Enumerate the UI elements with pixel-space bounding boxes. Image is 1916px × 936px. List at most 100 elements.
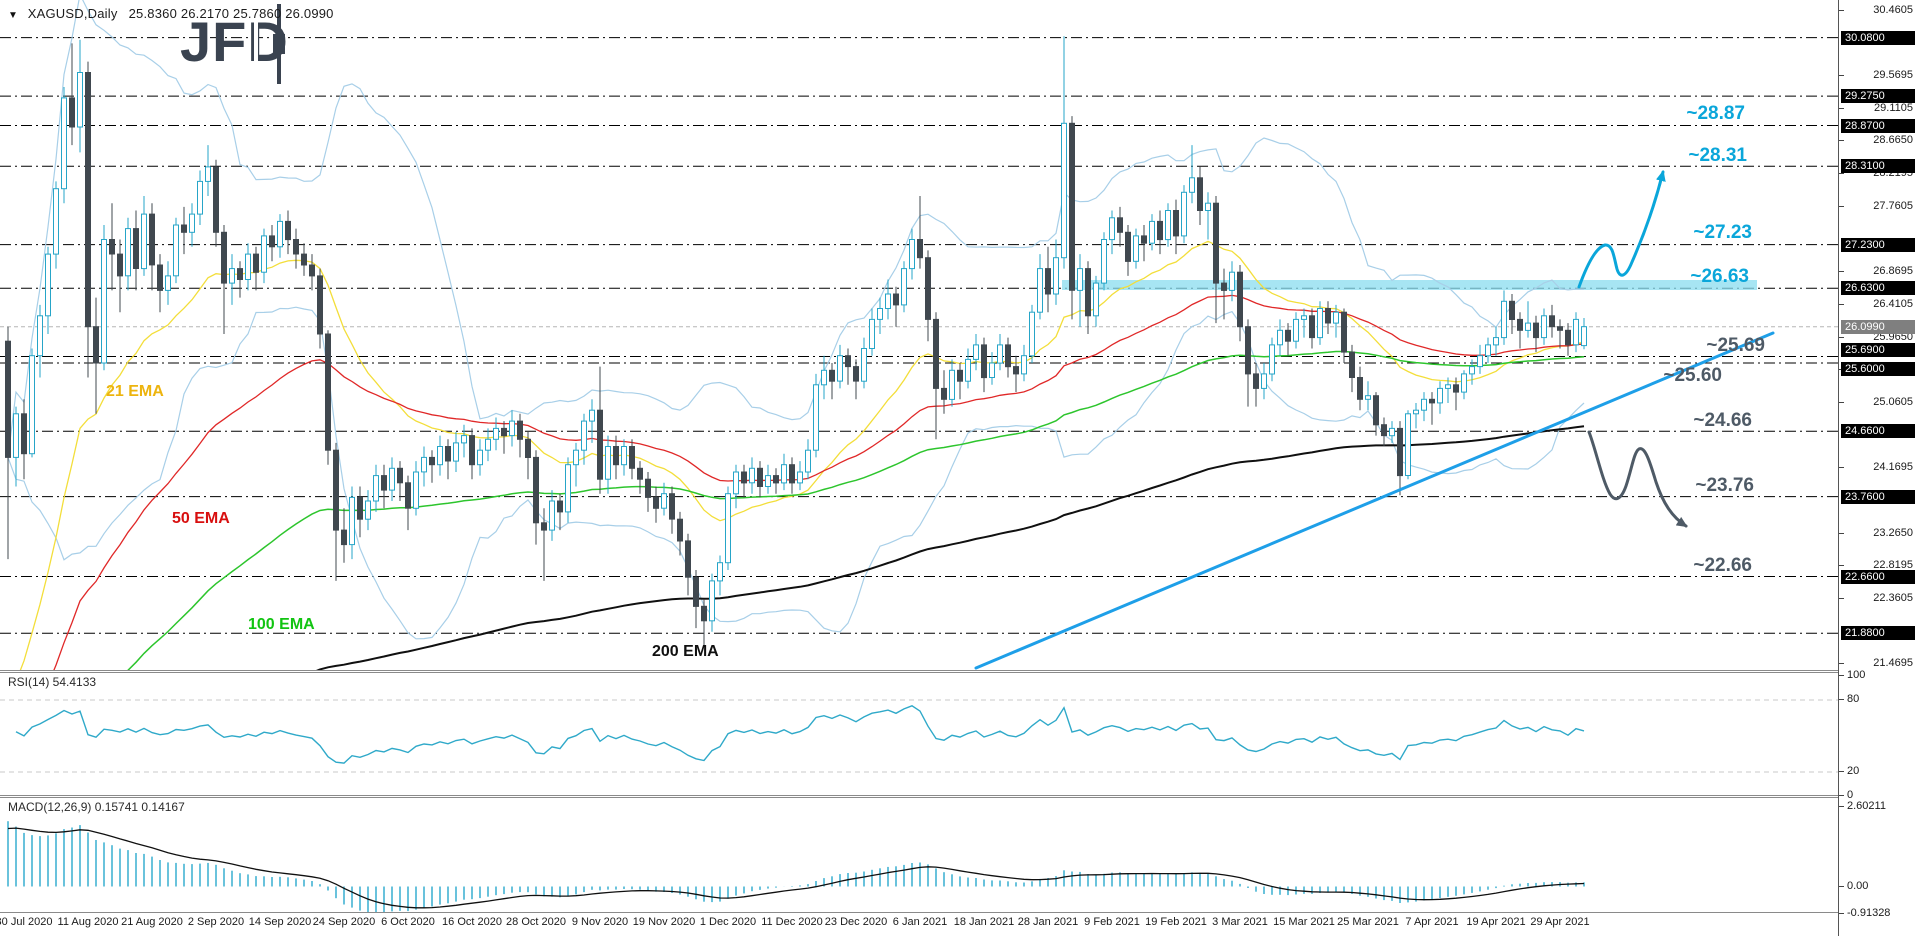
candle-body: [701, 605, 707, 622]
rsi-panel[interactable]: RSI(14) 54.4133: [0, 672, 1838, 796]
candle-body: [693, 576, 699, 607]
candle-body: [349, 496, 355, 546]
candle-body: [1453, 384, 1459, 393]
level-price-badge: 25.6900: [1841, 343, 1915, 358]
candle-body: [661, 493, 667, 509]
candle-body: [741, 471, 747, 484]
price-tick-label: 22.8195: [1873, 558, 1913, 571]
macd-histogram: [7, 821, 1585, 912]
resistance-band[interactable]: [1062, 280, 1757, 290]
candle-body: [1445, 384, 1451, 389]
symbol-dropdown-icon[interactable]: ▼: [8, 10, 19, 21]
candle-body: [333, 449, 339, 531]
price-tick-label: 23.2650: [1873, 526, 1913, 539]
candle-body: [261, 235, 267, 273]
candle-body: [1269, 344, 1275, 375]
bollinger-lower-band: [7, 306, 1585, 640]
macd-axis-label: -0.91328: [1847, 907, 1891, 920]
axis-tick: [1839, 675, 1844, 676]
rsi-canvas[interactable]: [0, 673, 1838, 795]
ohlc-values: 25.8360 26.2170 25.7860 26.0990: [128, 6, 334, 21]
candle-body: [1509, 300, 1515, 320]
date-tick-label: 14 Sep 2020: [248, 916, 312, 928]
candle-body: [1077, 268, 1083, 291]
candle-body: [773, 475, 779, 484]
candle-body: [1117, 217, 1123, 233]
candle-body: [581, 420, 587, 451]
candle-body: [973, 344, 979, 360]
axis-tick: [1839, 10, 1844, 11]
price-tick-label: 30.4605: [1873, 4, 1913, 16]
candle-body: [1437, 387, 1443, 404]
ema-label: 200 EMA: [652, 643, 719, 660]
candle-body: [1413, 409, 1419, 415]
candle-body: [1557, 326, 1563, 331]
date-tick-label: 6 Jan 2021: [892, 916, 948, 928]
axis-tick: [1839, 533, 1844, 534]
candle-body: [1381, 424, 1387, 437]
bearish-scenario-arrow[interactable]: [1587, 430, 1688, 528]
candle-body: [1253, 373, 1259, 389]
candle-body: [717, 562, 723, 582]
axis-tick: [1839, 565, 1844, 566]
macd-signal-line: [7, 827, 1585, 909]
macd-panel[interactable]: MACD(12,26,9) 0.15741 0.14167: [0, 797, 1838, 913]
jfd-logo-candle-body: [273, 34, 285, 54]
rsi-axis-label: 0: [1847, 789, 1854, 801]
candle-body: [629, 446, 635, 469]
candle-body: [925, 257, 931, 320]
axis-tick: [1839, 806, 1844, 807]
candle-body: [501, 427, 507, 437]
candle-body: [1125, 231, 1131, 262]
date-tick-label: 21 Aug 2020: [121, 916, 183, 928]
jfd-logo: JFD: [180, 4, 289, 84]
candle-body: [477, 449, 483, 466]
candle-body: [1069, 122, 1075, 291]
candle-body: [725, 493, 731, 564]
price-level-annotation: ~28.87: [1686, 103, 1745, 124]
level-price-badge: 27.2300: [1841, 237, 1915, 252]
macd-indicator-label: MACD(12,26,9) 0.15741 0.14167: [8, 800, 185, 814]
axis-tick: [1839, 304, 1844, 305]
candle-body: [573, 449, 579, 466]
candle-body: [1365, 395, 1371, 400]
candle-body: [381, 475, 387, 491]
main-chart-panel[interactable]: ~28.87 ~28.31 ~27.23 ~26.63 ~25.69 ~25.60 ~24.…: [0, 0, 1838, 671]
candle-body: [517, 420, 523, 440]
level-price-badge: 23.7600: [1841, 489, 1915, 504]
candle-body: [677, 518, 683, 542]
date-tick-label: 9 Feb 2021: [1084, 916, 1140, 928]
candle-body: [893, 293, 899, 306]
candle-body: [317, 275, 323, 335]
bullish-scenario-arrow[interactable]: [1577, 170, 1666, 289]
price-tick-label: 28.6650: [1873, 134, 1913, 147]
rsi-axis-label: 100: [1847, 669, 1866, 681]
candle-body: [165, 275, 171, 291]
candle-body: [125, 228, 131, 277]
level-price-badge: 28.8700: [1841, 118, 1915, 133]
candle-body: [613, 446, 619, 466]
axis-tick: [1839, 467, 1844, 468]
candles-layer[interactable]: [5, 36, 1587, 647]
axis-tick: [1839, 75, 1844, 76]
ascending-trendline[interactable]: [974, 331, 1775, 670]
macd-canvas[interactable]: [0, 798, 1838, 912]
candle-body: [1229, 271, 1235, 291]
main-chart-canvas[interactable]: [0, 0, 1838, 670]
price-level-annotation: ~22.66: [1693, 555, 1752, 576]
candle-body: [557, 500, 563, 513]
axis-tick: [1839, 886, 1844, 887]
candle-body: [565, 464, 571, 513]
candle-body: [1189, 177, 1195, 193]
level-price-badge: 21.8800: [1841, 626, 1915, 641]
price-tick-label: 26.4105: [1873, 298, 1913, 311]
date-axis: 30 Jul 2020 11 Aug 2020 21 Aug 2020 2 Sep 2…: [0, 912, 1838, 936]
date-tick-label: 9 Nov 2020: [571, 916, 629, 928]
candle-body: [405, 482, 411, 509]
candle-body: [485, 438, 491, 451]
bollinger-upper-band: [7, 0, 1585, 458]
candle-body: [1197, 177, 1203, 212]
candle-body: [77, 72, 83, 128]
candle-body: [1389, 427, 1395, 437]
candle-body: [181, 224, 187, 233]
